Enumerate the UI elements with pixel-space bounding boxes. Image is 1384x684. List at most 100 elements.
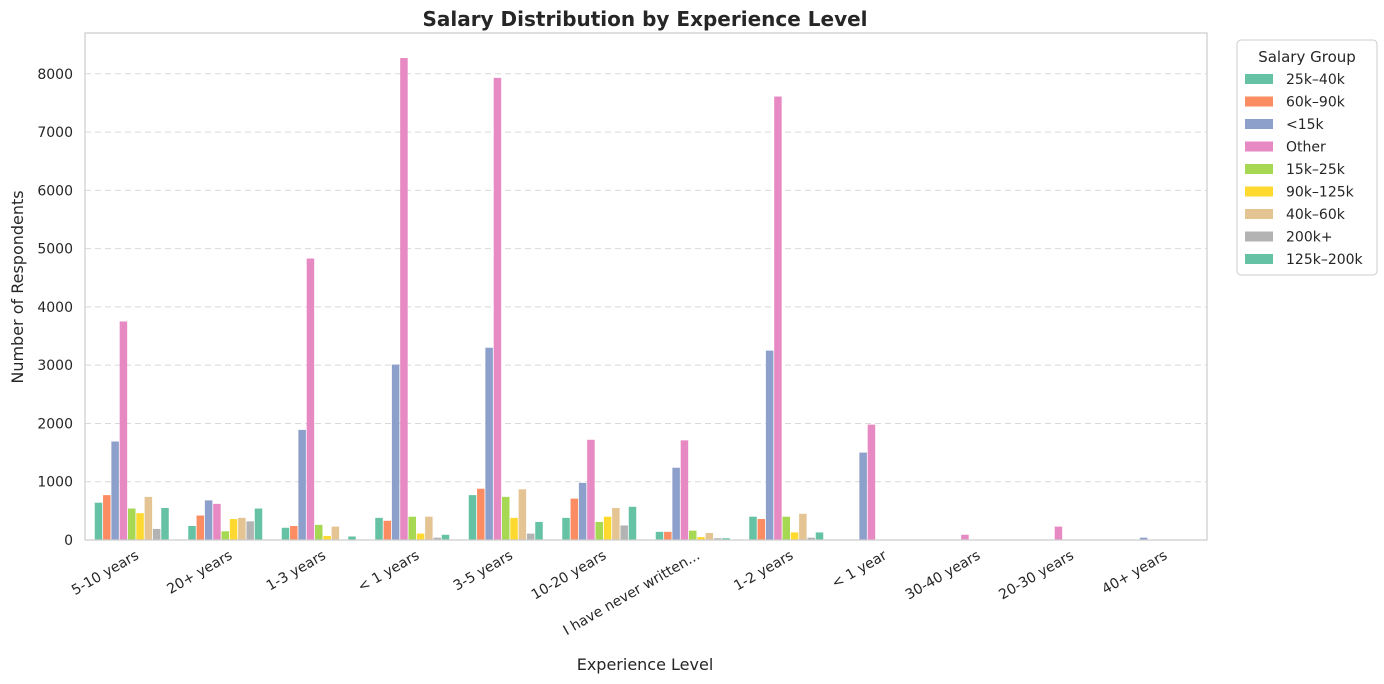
bar <box>680 440 689 540</box>
bar <box>213 503 221 540</box>
bar <box>433 537 441 540</box>
bar <box>111 441 119 540</box>
y-tick-label: 0 <box>64 533 73 549</box>
bar <box>290 526 298 540</box>
bar <box>518 489 527 540</box>
y-tick-label: 6000 <box>37 183 73 199</box>
bar <box>570 498 579 540</box>
x-tick-label: 30-40 years <box>903 548 983 604</box>
legend-swatch <box>1245 209 1273 219</box>
bar <box>306 258 315 540</box>
bar <box>603 516 612 540</box>
x-axis-label: Experience Level <box>577 655 714 674</box>
bar <box>119 321 128 540</box>
y-axis-label: Number of Respondents <box>8 190 27 383</box>
bar <box>595 521 604 540</box>
bar <box>348 536 356 540</box>
bar <box>281 527 290 540</box>
bar <box>136 513 144 540</box>
bar <box>867 424 876 540</box>
x-ticks: 5-10 years 20+ years 1-3 years < 1 years 3-5… <box>69 547 1170 638</box>
bar <box>441 534 450 540</box>
bar <box>655 531 664 540</box>
bar <box>799 513 807 540</box>
bar <box>807 537 815 540</box>
y-tick-label: 5000 <box>37 242 73 258</box>
bar <box>103 495 111 540</box>
bar <box>221 531 230 540</box>
legend-swatch <box>1245 231 1273 242</box>
bar <box>526 533 535 540</box>
bars <box>94 58 1148 541</box>
bar <box>587 439 595 540</box>
gridlines <box>85 73 1207 483</box>
y-tick-label: 2000 <box>37 416 73 432</box>
bar <box>188 526 196 540</box>
bar <box>782 516 791 540</box>
legend-entry-label: 200k+ <box>1286 230 1333 246</box>
bar <box>425 516 433 540</box>
bar <box>688 530 697 540</box>
bar <box>152 528 161 540</box>
legend-entry-label: 90k–125k <box>1286 185 1355 201</box>
bar <box>628 506 637 540</box>
bar <box>238 517 246 540</box>
x-tick-label: 40+ years <box>1099 548 1170 598</box>
bar <box>510 517 518 540</box>
legend-entry-label: <15k <box>1286 117 1325 133</box>
y-tick-label: 1000 <box>37 475 73 491</box>
bar <box>697 537 705 540</box>
bar <box>485 347 493 540</box>
bar <box>578 482 587 540</box>
legend-swatch <box>1245 74 1273 84</box>
chart-title: Salary Distribution by Experience Level <box>422 7 867 31</box>
bar <box>790 532 799 540</box>
bar <box>400 58 408 540</box>
bar <box>254 508 263 540</box>
legend-swatch <box>1245 186 1273 197</box>
y-tick-label: 3000 <box>37 358 73 374</box>
y-tick-label: 4000 <box>37 300 73 316</box>
legend-title: Salary Group <box>1258 48 1356 66</box>
legend-swatch <box>1245 164 1273 174</box>
bar <box>161 507 169 540</box>
bar <box>722 538 730 540</box>
y-tick-label: 7000 <box>37 125 73 141</box>
bar <box>1054 526 1063 540</box>
bar <box>774 96 782 540</box>
bar <box>713 538 722 540</box>
bar <box>749 516 757 540</box>
bar <box>757 519 766 540</box>
bar <box>562 517 570 540</box>
x-tick-label: 20-30 years <box>996 548 1076 604</box>
bar <box>765 350 774 540</box>
bar <box>408 516 417 540</box>
bar <box>416 533 425 540</box>
legend-swatch <box>1245 254 1273 264</box>
bar <box>314 524 323 540</box>
bar <box>298 429 306 540</box>
legend-entry-label: Other <box>1286 140 1326 156</box>
bar <box>246 521 254 540</box>
legend-entry-label: 60k–90k <box>1286 95 1346 111</box>
legend-swatch <box>1245 96 1273 107</box>
bar <box>196 515 205 540</box>
x-tick-label: < 1 year <box>829 547 890 591</box>
x-tick-label: 1-3 years <box>264 548 329 595</box>
bar <box>127 508 136 540</box>
bar <box>391 364 400 540</box>
y-tick-label: 8000 <box>37 67 73 83</box>
bar <box>477 488 485 540</box>
bar <box>815 532 824 540</box>
bar <box>612 507 620 540</box>
y-ticks: 0 1000 2000 3000 4000 5000 6000 7000 8000 <box>37 67 73 549</box>
legend-entry-label: 25k–40k <box>1286 72 1346 88</box>
bar <box>501 496 510 540</box>
x-tick-label: 1-2 years <box>731 548 796 595</box>
bar <box>144 496 153 540</box>
x-tick-label: 3-5 years <box>451 548 516 595</box>
bar <box>204 500 213 540</box>
bar <box>94 502 103 540</box>
bar <box>620 525 628 540</box>
